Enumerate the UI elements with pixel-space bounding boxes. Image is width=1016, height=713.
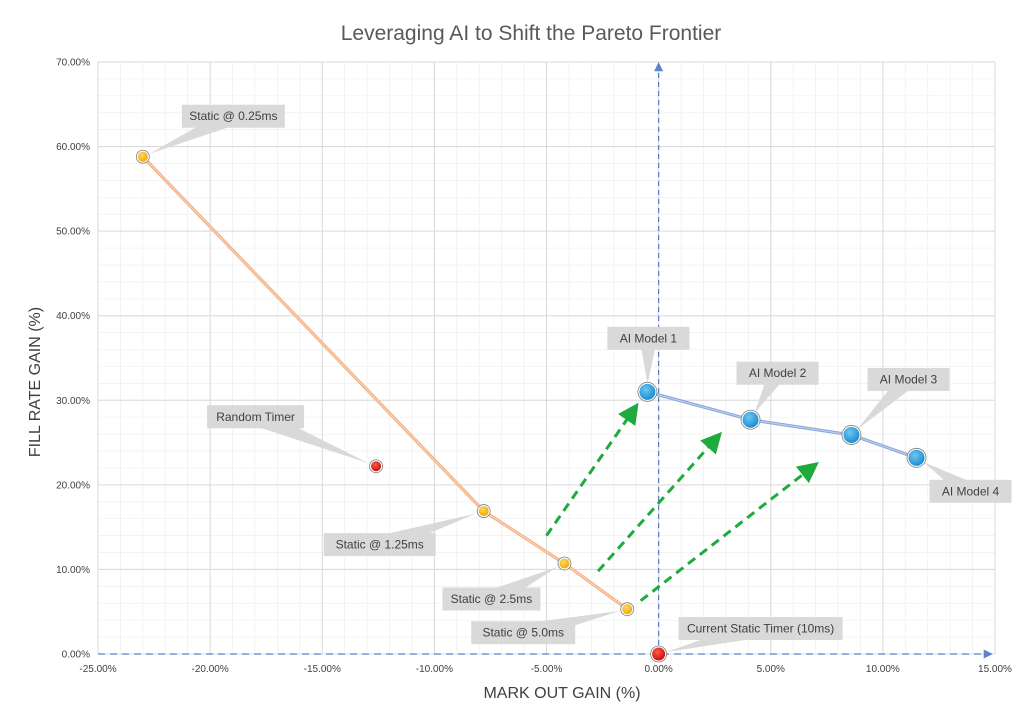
callout-box	[471, 621, 576, 645]
series-lines	[141, 155, 918, 611]
y-tick-label: 30.00%	[56, 396, 90, 407]
x-tick-label: 5.00%	[757, 664, 785, 675]
callout-box	[207, 405, 305, 429]
marker-random	[371, 461, 382, 472]
callout-label: Static @ 5.0ms	[482, 626, 564, 640]
point-callouts: Static @ 0.25ms Static @ 1.25ms Static @ 2…	[150, 104, 1012, 653]
reference-axes	[98, 62, 993, 659]
y-tick-labels: 0.00% 10.00% 20.00% 30.00% 40.00% 50.00% 60.00…	[56, 58, 90, 661]
marker-ai	[742, 411, 759, 428]
shift-arrow	[596, 431, 722, 573]
callout-label: Current Static Timer (10ms)	[687, 622, 834, 636]
series-line-highlight-ai	[647, 391, 917, 459]
callout-label: Static @ 1.25ms	[336, 538, 424, 552]
y-tick-label: 40.00%	[56, 311, 90, 322]
callout-label: AI Model 4	[942, 484, 1000, 498]
y-tick-label: 20.00%	[56, 480, 90, 491]
marker-ai	[843, 426, 860, 443]
chart-title: Leveraging AI to Shift the Pareto Fronti…	[341, 22, 722, 45]
x-tick-label: -25.00%	[79, 664, 116, 675]
callout-label: Random Timer	[216, 410, 295, 424]
x-tick-label: -10.00%	[416, 664, 453, 675]
series-line-highlight-static	[142, 156, 628, 610]
y-tick-label: 70.00%	[56, 58, 90, 69]
x-tick-label: 15.00%	[978, 664, 1012, 675]
shift-arrows	[545, 402, 819, 602]
callout-box	[867, 367, 950, 391]
callout-label: Static @ 0.25ms	[189, 109, 277, 123]
marker-ai	[639, 383, 656, 400]
callout-label: AI Model 3	[880, 372, 938, 386]
callout-box	[607, 326, 690, 350]
shift-arrow	[639, 461, 819, 602]
callout-box	[736, 361, 819, 385]
data-markers	[135, 149, 927, 663]
x-tick-label: -5.00%	[531, 664, 563, 675]
x-tick-label: -20.00%	[192, 664, 229, 675]
y-tick-label: 50.00%	[56, 227, 90, 238]
callout-box	[323, 533, 436, 557]
major-gridlines	[97, 61, 996, 655]
callout-box	[678, 617, 843, 640]
callout-label: AI Model 1	[620, 331, 678, 345]
x-tick-label: 10.00%	[866, 664, 900, 675]
x-tick-labels: -25.00% -20.00% -15.00% -10.00% -5.00% 0.00% 5…	[79, 664, 1012, 675]
x-tick-label: 0.00%	[644, 664, 672, 675]
y-tick-label: 10.00%	[56, 565, 90, 576]
marker-static	[478, 506, 489, 517]
y-tick-label: 0.00%	[62, 650, 90, 661]
callout-box	[181, 104, 285, 128]
marker-current	[652, 647, 666, 661]
x-axis-label: MARK OUT GAIN (%)	[483, 685, 640, 702]
callout-label: Static @ 2.5ms	[451, 592, 533, 606]
callout-box	[929, 479, 1012, 503]
callout-box	[442, 587, 541, 611]
x-tick-label: -15.00%	[304, 664, 341, 675]
marker-static	[622, 604, 633, 615]
marker-ai	[908, 449, 925, 466]
marker-static	[559, 558, 570, 569]
y-axis-label: FILL RATE GAIN (%)	[27, 307, 44, 457]
shift-arrow	[545, 402, 639, 537]
marker-static	[137, 151, 148, 162]
y-tick-label: 60.00%	[56, 142, 90, 153]
callout-label: AI Model 2	[749, 366, 807, 380]
